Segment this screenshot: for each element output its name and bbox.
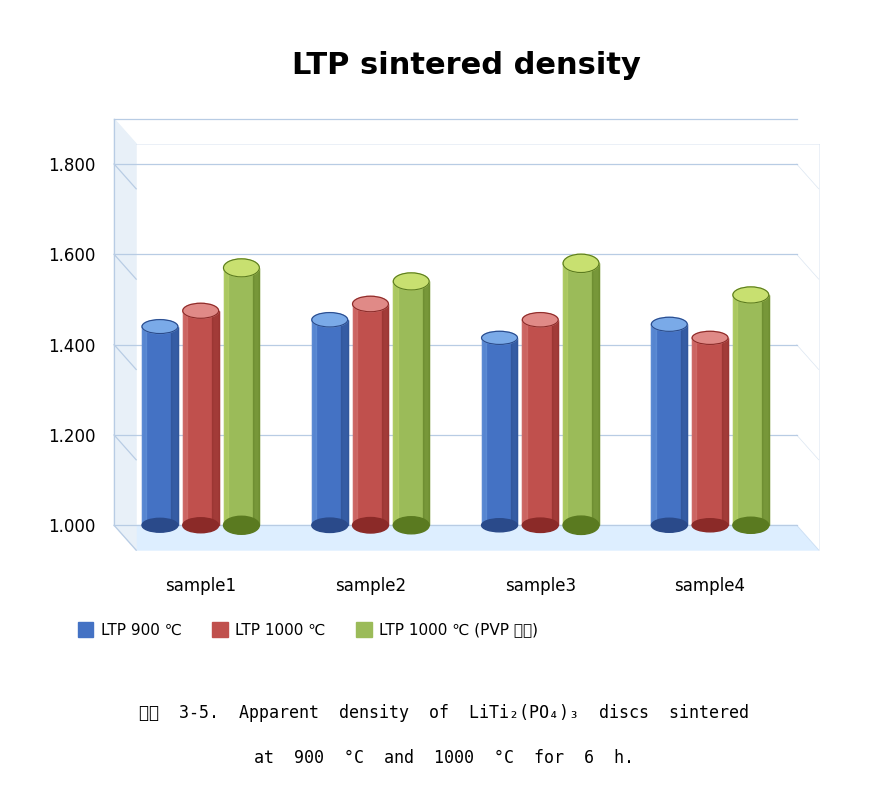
Bar xyxy=(142,326,178,525)
Bar xyxy=(563,263,568,525)
Bar xyxy=(523,320,526,525)
Ellipse shape xyxy=(692,519,728,532)
Polygon shape xyxy=(114,525,818,550)
Bar xyxy=(312,320,348,525)
Title: LTP sintered density: LTP sintered density xyxy=(292,51,641,80)
Ellipse shape xyxy=(312,518,348,533)
Bar xyxy=(422,282,429,525)
Ellipse shape xyxy=(692,331,728,344)
Bar xyxy=(733,295,737,525)
Bar xyxy=(212,310,218,525)
Bar xyxy=(592,263,599,525)
Bar xyxy=(722,338,728,525)
Ellipse shape xyxy=(224,259,260,277)
Ellipse shape xyxy=(393,516,429,534)
Ellipse shape xyxy=(142,518,178,533)
Bar xyxy=(762,295,769,525)
Text: at  900  °C  and  1000  °C  for  6  h.: at 900 °C and 1000 °C for 6 h. xyxy=(254,749,634,767)
Bar xyxy=(692,338,728,525)
Bar xyxy=(481,338,486,525)
Bar xyxy=(382,304,388,525)
Bar xyxy=(183,310,218,525)
Bar xyxy=(172,326,178,525)
Bar xyxy=(651,324,656,525)
Bar xyxy=(511,338,517,525)
Ellipse shape xyxy=(393,273,429,290)
Bar xyxy=(692,338,696,525)
Legend: LTP 900 ℃, LTP 1000 ℃, LTP 1000 ℃ (PVP 첨가): LTP 900 ℃, LTP 1000 ℃, LTP 1000 ℃ (PVP 첨… xyxy=(78,622,539,638)
Bar xyxy=(523,320,558,525)
Ellipse shape xyxy=(481,519,517,532)
Ellipse shape xyxy=(353,296,388,312)
Bar xyxy=(224,268,260,525)
Ellipse shape xyxy=(733,287,769,303)
Bar xyxy=(353,304,388,525)
Ellipse shape xyxy=(651,518,687,533)
Bar xyxy=(733,295,769,525)
Ellipse shape xyxy=(353,517,388,533)
Bar xyxy=(393,282,398,525)
Ellipse shape xyxy=(142,320,178,334)
Bar xyxy=(681,324,687,525)
Bar xyxy=(183,310,187,525)
Bar xyxy=(312,320,316,525)
Bar xyxy=(142,326,146,525)
Bar xyxy=(353,304,357,525)
Ellipse shape xyxy=(183,303,218,318)
Bar xyxy=(552,320,558,525)
Ellipse shape xyxy=(224,516,260,534)
Ellipse shape xyxy=(312,313,348,327)
Bar xyxy=(563,263,599,525)
Ellipse shape xyxy=(183,518,218,533)
Text: 그림  3-5.  Apparent  density  of  LiTi₂(PO₄)₃  discs  sintered: 그림 3-5. Apparent density of LiTi₂(PO₄)₃ … xyxy=(139,704,750,722)
Ellipse shape xyxy=(523,518,558,533)
Polygon shape xyxy=(114,119,136,550)
Ellipse shape xyxy=(481,331,517,344)
Bar xyxy=(393,282,429,525)
Ellipse shape xyxy=(563,254,599,273)
Bar xyxy=(224,268,228,525)
Bar xyxy=(481,338,517,525)
Ellipse shape xyxy=(563,516,599,534)
Ellipse shape xyxy=(733,517,769,533)
Ellipse shape xyxy=(651,318,687,331)
Bar xyxy=(651,324,687,525)
Ellipse shape xyxy=(523,313,558,327)
Bar xyxy=(341,320,348,525)
Bar xyxy=(253,268,260,525)
